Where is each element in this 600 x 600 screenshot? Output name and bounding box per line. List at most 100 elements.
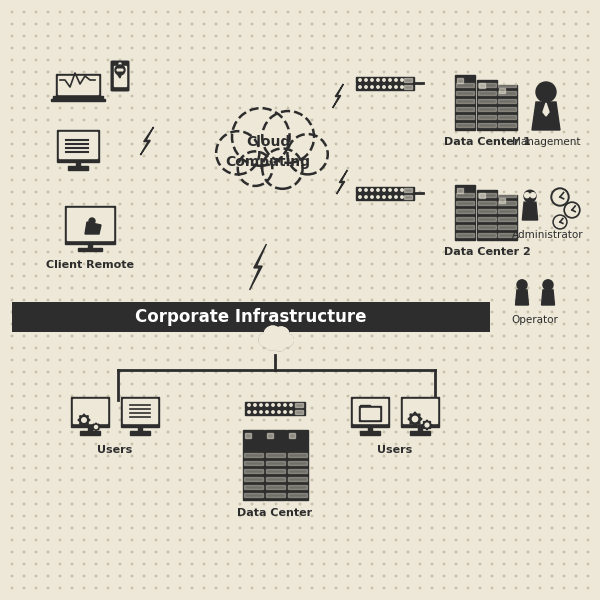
Bar	[53, 96, 103, 99]
Circle shape	[563, 443, 565, 445]
Circle shape	[82, 418, 86, 422]
Circle shape	[47, 47, 49, 49]
Circle shape	[383, 503, 385, 505]
Circle shape	[503, 251, 505, 253]
Circle shape	[203, 47, 205, 49]
Circle shape	[11, 371, 13, 373]
Circle shape	[467, 299, 469, 301]
Circle shape	[71, 371, 73, 373]
Circle shape	[359, 23, 361, 25]
Circle shape	[251, 299, 253, 301]
Circle shape	[119, 383, 121, 385]
Circle shape	[263, 407, 265, 409]
Circle shape	[299, 479, 301, 481]
Circle shape	[131, 587, 133, 589]
Circle shape	[311, 191, 313, 193]
Circle shape	[467, 263, 469, 265]
Circle shape	[95, 455, 97, 457]
Circle shape	[203, 527, 205, 529]
Circle shape	[524, 190, 536, 202]
Circle shape	[215, 83, 217, 85]
Circle shape	[389, 86, 391, 88]
Circle shape	[443, 251, 445, 253]
Circle shape	[347, 59, 349, 61]
Circle shape	[167, 359, 169, 361]
Circle shape	[419, 275, 421, 277]
Circle shape	[23, 587, 25, 589]
Circle shape	[23, 443, 25, 445]
Circle shape	[143, 431, 145, 433]
Circle shape	[239, 419, 241, 421]
Circle shape	[431, 575, 433, 577]
Circle shape	[287, 587, 289, 589]
Circle shape	[587, 179, 589, 181]
Circle shape	[311, 503, 313, 505]
Circle shape	[479, 407, 481, 409]
Circle shape	[503, 47, 505, 49]
Circle shape	[503, 395, 505, 397]
Circle shape	[251, 227, 253, 229]
Circle shape	[59, 419, 61, 421]
Circle shape	[443, 431, 445, 433]
Circle shape	[143, 227, 145, 229]
Circle shape	[527, 287, 529, 289]
Circle shape	[107, 11, 109, 13]
Circle shape	[503, 119, 505, 121]
Circle shape	[395, 347, 397, 349]
Circle shape	[491, 119, 493, 121]
Circle shape	[215, 443, 217, 445]
Circle shape	[587, 299, 589, 301]
Bar	[404, 78, 412, 82]
Circle shape	[371, 371, 373, 373]
Circle shape	[527, 59, 529, 61]
Circle shape	[239, 263, 241, 265]
Circle shape	[264, 326, 281, 344]
Circle shape	[467, 347, 469, 349]
Circle shape	[71, 491, 73, 493]
Circle shape	[83, 587, 85, 589]
Circle shape	[155, 11, 157, 13]
Circle shape	[11, 155, 13, 157]
Circle shape	[215, 131, 217, 133]
Circle shape	[587, 119, 589, 121]
Circle shape	[479, 347, 481, 349]
Circle shape	[299, 215, 301, 217]
Bar	[359, 406, 381, 421]
Circle shape	[203, 383, 205, 385]
Circle shape	[251, 35, 253, 37]
Circle shape	[167, 491, 169, 493]
Circle shape	[119, 563, 121, 565]
Circle shape	[395, 539, 397, 541]
Circle shape	[311, 407, 313, 409]
Bar	[265, 469, 284, 473]
Circle shape	[503, 407, 505, 409]
Circle shape	[143, 119, 145, 121]
Circle shape	[71, 407, 73, 409]
Circle shape	[83, 35, 85, 37]
Circle shape	[491, 287, 493, 289]
Circle shape	[455, 431, 457, 433]
Circle shape	[299, 491, 301, 493]
Circle shape	[11, 131, 13, 133]
Circle shape	[232, 108, 290, 166]
Circle shape	[311, 155, 313, 157]
Circle shape	[83, 551, 85, 553]
Circle shape	[587, 191, 589, 193]
Circle shape	[191, 83, 193, 85]
Circle shape	[239, 467, 241, 469]
Circle shape	[359, 239, 361, 241]
Bar	[456, 107, 474, 111]
Circle shape	[131, 443, 133, 445]
Circle shape	[71, 503, 73, 505]
Circle shape	[47, 275, 49, 277]
Circle shape	[23, 551, 25, 553]
Circle shape	[227, 563, 229, 565]
Circle shape	[215, 563, 217, 565]
Bar	[478, 83, 496, 87]
Circle shape	[262, 111, 314, 163]
Circle shape	[119, 203, 121, 205]
Circle shape	[431, 47, 433, 49]
Bar	[245, 433, 251, 438]
Circle shape	[479, 239, 481, 241]
Circle shape	[419, 323, 421, 325]
